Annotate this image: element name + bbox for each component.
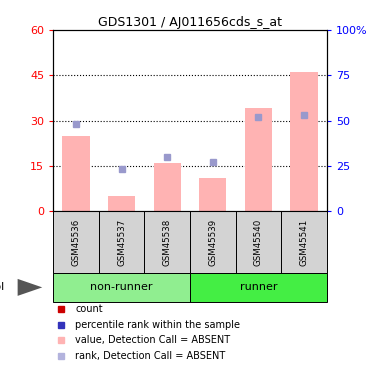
Bar	[199, 178, 226, 211]
Bar	[108, 196, 135, 211]
Bar	[190, 211, 236, 273]
Text: GSM45536: GSM45536	[71, 219, 81, 266]
Text: rank, Detection Call = ABSENT: rank, Detection Call = ABSENT	[75, 351, 225, 361]
Bar	[53, 273, 190, 302]
Bar	[245, 108, 272, 211]
Bar	[290, 72, 318, 211]
Text: GSM45541: GSM45541	[299, 219, 309, 266]
Text: count: count	[75, 304, 103, 314]
Title: GDS1301 / AJ011656cds_s_at: GDS1301 / AJ011656cds_s_at	[98, 16, 282, 29]
Text: GSM45538: GSM45538	[163, 219, 172, 266]
Text: percentile rank within the sample: percentile rank within the sample	[75, 320, 240, 330]
Bar	[190, 273, 327, 302]
Text: value, Detection Call = ABSENT: value, Detection Call = ABSENT	[75, 335, 230, 345]
Bar	[99, 211, 144, 273]
Text: GSM45537: GSM45537	[117, 219, 126, 266]
Bar	[154, 163, 181, 211]
Bar	[236, 211, 281, 273]
Text: protocol: protocol	[0, 282, 4, 292]
Text: GSM45540: GSM45540	[254, 219, 263, 266]
Bar	[62, 136, 90, 211]
Bar	[144, 211, 190, 273]
Text: non-runner: non-runner	[90, 282, 153, 292]
Bar	[281, 211, 327, 273]
Text: runner: runner	[240, 282, 277, 292]
Bar	[53, 211, 99, 273]
Polygon shape	[17, 279, 42, 296]
Text: GSM45539: GSM45539	[208, 219, 217, 266]
